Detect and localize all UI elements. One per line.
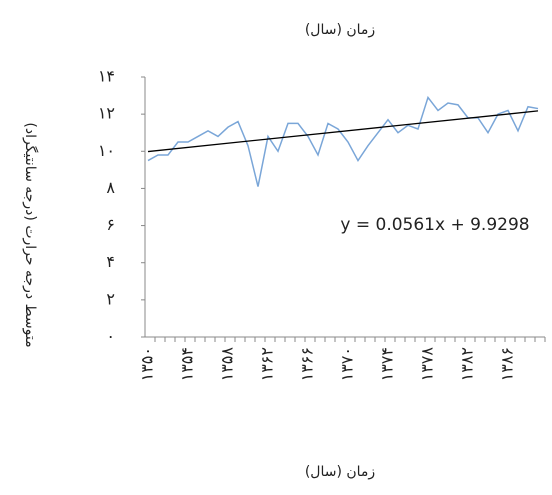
x-tick-label: ۱۳۷۸ bbox=[418, 347, 437, 382]
data-line bbox=[147, 95, 539, 187]
trend-equation: y = 0.0561x + 9.9298 bbox=[340, 215, 529, 235]
x-axis-label: زمان (سال) bbox=[305, 464, 375, 480]
y-tick-label: ۲ bbox=[106, 289, 115, 308]
x-tick-label: ۱۳۷۰ bbox=[338, 347, 357, 381]
x-tick-label: ۱۳۶۲ bbox=[258, 347, 277, 381]
y-tick-label: ۱۲ bbox=[98, 104, 115, 123]
x-tick-label: ۱۳۸۲ bbox=[458, 347, 477, 381]
y-tick-label: ۰ bbox=[106, 327, 115, 346]
y-tick-label: ۱۰ bbox=[98, 141, 115, 160]
x-tick-label: ۱۳۶۶ bbox=[298, 347, 317, 381]
chart-title: زمان (سال) bbox=[305, 22, 375, 38]
trend-line bbox=[147, 110, 539, 153]
x-tick-label: ۱۳۵۴ bbox=[178, 347, 197, 381]
x-tick-label: ۱۳۷۴ bbox=[378, 347, 397, 381]
y-tick-label: ۸ bbox=[106, 178, 115, 197]
y-tick-label: ۶ bbox=[106, 215, 115, 234]
x-tick-label: ۱۳۸۶ bbox=[498, 347, 517, 381]
y-tick-label: ۱۴ bbox=[98, 67, 115, 86]
x-tick-label: ۱۳۵۰ bbox=[138, 347, 157, 381]
x-tick-label: ۱۳۵۸ bbox=[218, 347, 237, 382]
y-axis-label: متوسط درجه حرارت (درجه سانتیگراد) bbox=[22, 122, 39, 347]
y-tick-label: ۴ bbox=[106, 252, 115, 271]
